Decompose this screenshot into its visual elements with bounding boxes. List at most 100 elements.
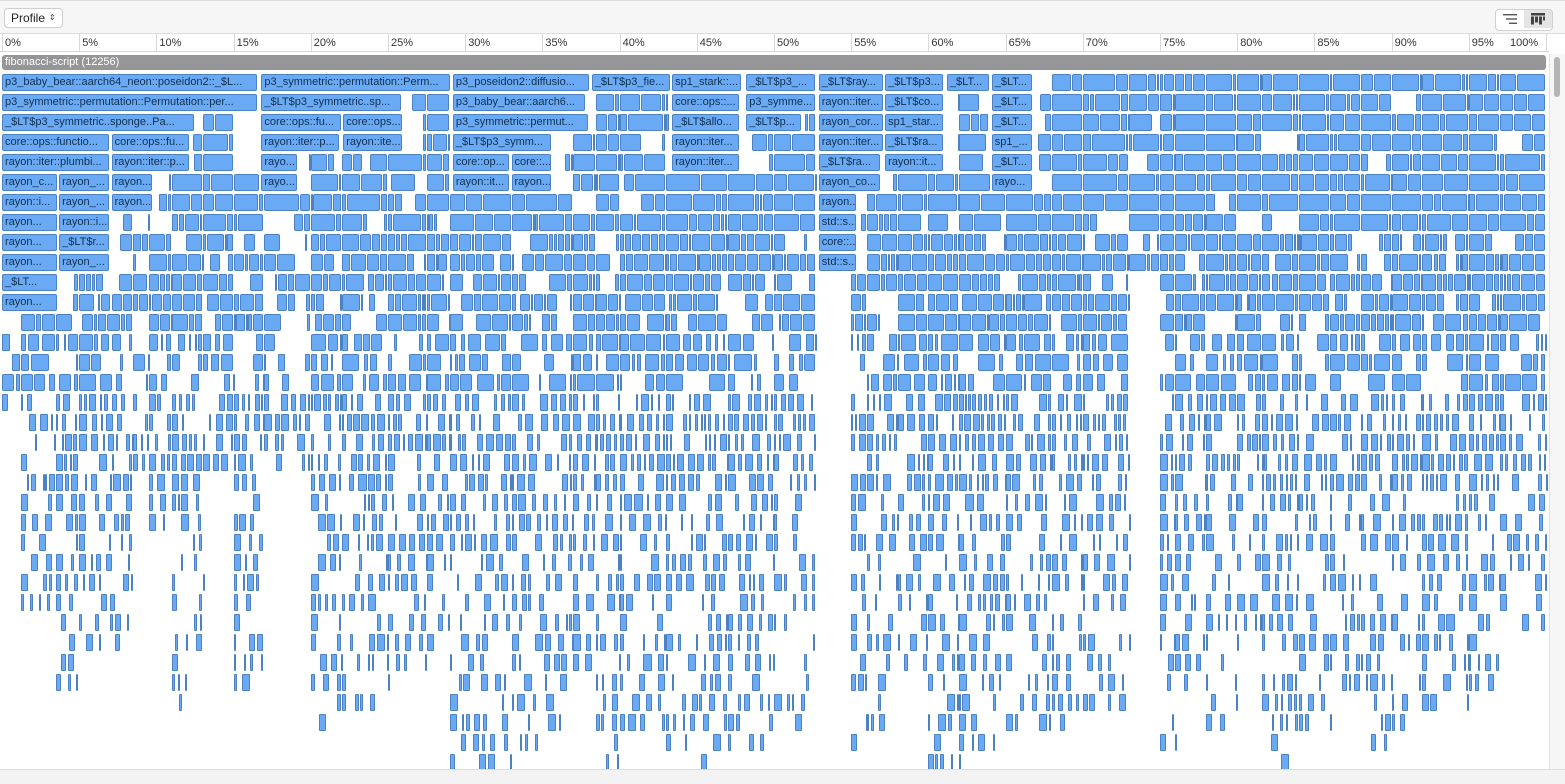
flame-frame[interactable] [1305, 714, 1310, 731]
flame-frame[interactable] [310, 174, 338, 191]
flame-frame[interactable] [1160, 254, 1168, 271]
flame-frame[interactable] [1499, 74, 1516, 91]
flame-frame[interactable] [1296, 434, 1299, 451]
flame-frame[interactable] [1175, 74, 1184, 91]
flame-frame[interactable] [34, 434, 37, 451]
flame-frame[interactable] [264, 414, 272, 431]
flame-frame[interactable] [1468, 134, 1494, 151]
flame-frame[interactable] [426, 354, 442, 371]
flame-frame[interactable] [663, 434, 666, 451]
flame-frame[interactable] [1175, 274, 1193, 291]
flame-frame[interactable] [171, 654, 178, 671]
flame-frame[interactable] [738, 454, 743, 471]
flame-frame[interactable] [192, 474, 201, 491]
flame-frame[interactable] [968, 394, 971, 411]
flame-frame[interactable] [67, 334, 79, 351]
flame-frame[interactable] [1173, 114, 1176, 131]
flame-frame[interactable] [986, 554, 994, 571]
flame-frame[interactable] [1422, 574, 1425, 591]
flame-frame[interactable] [1184, 314, 1187, 331]
flame-frame[interactable] [435, 334, 449, 351]
flame-frame[interactable] [1204, 414, 1207, 431]
flame-frame[interactable] [111, 454, 115, 471]
flame-frame[interactable] [751, 494, 758, 511]
flame-frame[interactable] [1285, 154, 1293, 171]
flame-frame[interactable] [865, 674, 868, 691]
flame-frame[interactable] [1082, 294, 1087, 311]
flame-frame[interactable] [20, 334, 26, 351]
flame-frame[interactable] [1454, 234, 1465, 251]
flame-frame[interactable] [1314, 154, 1329, 171]
flame-frame[interactable] [1051, 114, 1082, 131]
flame-frame[interactable] [734, 494, 740, 511]
flame-frame[interactable] [717, 634, 723, 651]
flame-frame[interactable] [964, 434, 970, 451]
flame-frame[interactable] [1513, 94, 1528, 111]
flame-frame[interactable] [990, 594, 993, 611]
flame-frame[interactable] [492, 614, 499, 631]
flame-frame[interactable] [449, 274, 464, 291]
flame-frame[interactable] [201, 254, 204, 271]
flame-frame[interactable] [426, 234, 435, 251]
flame-frame[interactable] [1368, 354, 1372, 371]
flame-frame[interactable] [449, 454, 457, 471]
flame-frame[interactable] [774, 494, 778, 511]
flame-frame[interactable] [1422, 634, 1429, 651]
flame-frame[interactable] [1377, 594, 1384, 611]
flame-frame[interactable] [465, 194, 483, 211]
flame-frame[interactable] [341, 234, 359, 251]
flame-frame[interactable] [742, 414, 749, 431]
flame-frame[interactable] [199, 534, 202, 551]
flame-frame[interactable] [426, 154, 442, 171]
flame-frame[interactable] [774, 174, 787, 191]
flame-frame[interactable] [388, 234, 395, 251]
flame-frame[interactable] [1043, 374, 1051, 391]
flame-frame[interactable] [771, 334, 774, 351]
flame-frame[interactable] [613, 474, 618, 491]
flame-frame[interactable] [426, 514, 430, 531]
flame-frame[interactable] [1433, 254, 1439, 271]
flame-frame[interactable] [1089, 94, 1095, 111]
flame-frame[interactable] [171, 354, 181, 371]
flame-frame[interactable] [1284, 534, 1289, 551]
flame-frame[interactable] [1082, 694, 1088, 711]
flame-frame[interactable] [1160, 734, 1167, 751]
flame-frame[interactable] [1468, 114, 1478, 131]
flame-frame[interactable] [1485, 614, 1490, 631]
flame-frame[interactable] [464, 474, 468, 491]
flame-frame[interactable] [1040, 554, 1043, 571]
flame-frame[interactable] [1485, 654, 1492, 671]
flame-frame[interactable] [564, 214, 573, 231]
flame-frame[interactable] [964, 414, 971, 431]
flame-frame[interactable] [1280, 314, 1290, 331]
flame-frame[interactable] [977, 394, 982, 411]
flame-frame[interactable] [26, 394, 32, 411]
flame-frame[interactable] [485, 554, 494, 571]
flame-frame[interactable] [1103, 574, 1111, 591]
flame-frame[interactable] [166, 234, 171, 251]
flame-frame[interactable] [715, 614, 721, 631]
flame-frame[interactable] [1291, 174, 1298, 191]
flame-frame[interactable] [573, 254, 586, 271]
flame-frame[interactable] [1499, 434, 1507, 451]
flame-frame[interactable] [1033, 414, 1040, 431]
flame-frame[interactable] [419, 534, 425, 551]
flame-frame[interactable] [437, 254, 447, 271]
flame-frame[interactable] [186, 394, 191, 411]
flame-frame[interactable] [673, 274, 690, 291]
flame-frame[interactable] [447, 614, 450, 631]
flame-frame[interactable] [1163, 134, 1175, 151]
flame-frame[interactable] [123, 474, 129, 491]
flame-frame[interactable] [959, 674, 967, 691]
flame-frame[interactable] [1023, 594, 1031, 611]
flame-frame[interactable] [851, 474, 859, 491]
flame-frame[interactable] [472, 394, 480, 411]
flame-frame[interactable] [332, 194, 341, 211]
flame-frame[interactable] [1118, 414, 1121, 431]
flame-frame[interactable] [1468, 594, 1477, 611]
flame-frame[interactable] [735, 534, 741, 551]
flame-frame[interactable] [473, 534, 476, 551]
flame-frame[interactable] [1298, 654, 1306, 671]
flame-frame[interactable] [1068, 534, 1077, 551]
flame-frame[interactable] [393, 274, 407, 291]
